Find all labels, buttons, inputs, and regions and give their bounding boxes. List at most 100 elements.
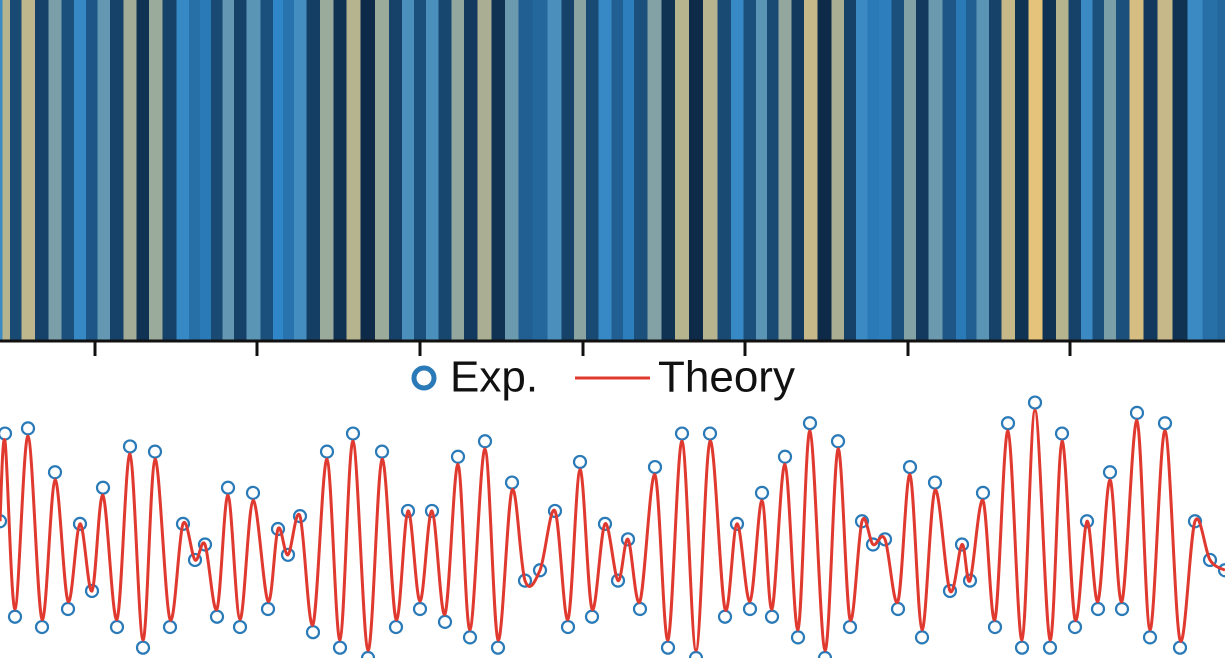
exp-point [332, 640, 348, 655]
exp-point [260, 601, 276, 617]
heatmap [0, 0, 1225, 340]
exp-point [1054, 426, 1070, 441]
heatmap-stripe [574, 0, 587, 340]
heatmap-stripe [260, 0, 274, 340]
exp-point [777, 449, 793, 464]
heatmap-stripe [928, 0, 943, 340]
heatmap-stripe [731, 0, 744, 340]
heatmap-stripe [634, 0, 648, 340]
heatmap-stripe [2, 0, 11, 340]
heatmap-stripe [162, 0, 177, 340]
heatmap-stripe [703, 0, 718, 340]
heatmap-stripe [756, 0, 768, 340]
exp-point [47, 465, 63, 480]
exp-point [1027, 395, 1043, 410]
heatmap-stripe [989, 0, 1002, 340]
heatmap-stripe [1092, 0, 1105, 340]
exp-point [702, 426, 718, 441]
exp-point [842, 619, 858, 635]
heatmap-stripe [505, 0, 519, 340]
heatmap-stripe [879, 0, 892, 340]
exp-point [360, 650, 376, 658]
exp-point [220, 480, 236, 495]
exp-point [802, 416, 818, 431]
exp-point [764, 609, 780, 624]
heatmap-stripe [956, 0, 967, 340]
heatmap-stripe [211, 0, 223, 340]
exp-point [830, 434, 846, 449]
heatmap-stripe [1116, 0, 1130, 340]
exp-point [1090, 601, 1106, 617]
exp-point [729, 516, 745, 531]
heatmap-stripe [966, 0, 977, 340]
exp-point [490, 640, 506, 655]
exp-point [632, 601, 648, 617]
exp-point [450, 449, 466, 464]
heatmap-stripe [767, 0, 779, 340]
exp-point [902, 459, 918, 475]
heatmap-stripe [561, 0, 575, 340]
heatmap-stripe [942, 0, 957, 340]
heatmap-stripe [611, 0, 624, 340]
exp-point [209, 609, 225, 624]
exp-point [0, 514, 8, 529]
exp-point [647, 459, 663, 475]
exp-point [1000, 416, 1016, 431]
heatmap-stripe [414, 0, 427, 340]
heatmap-stripe [176, 0, 190, 340]
exp-point [660, 640, 676, 655]
exp-point [1202, 552, 1218, 568]
exp-point [437, 614, 453, 629]
heatmap-stripe [547, 0, 562, 340]
heatmap-stripe [743, 0, 757, 340]
exp-point [790, 630, 806, 645]
exp-point [400, 503, 416, 519]
exp-point [1067, 619, 1083, 635]
exp-point [504, 475, 520, 490]
heatmap-stripe [283, 0, 295, 340]
heatmap-stripe [306, 0, 321, 340]
exp-point [1172, 640, 1188, 655]
heatmap-stripe [35, 0, 49, 340]
exp-point [754, 485, 770, 500]
heatmap-stripe [149, 0, 163, 340]
heatmap-stripe [623, 0, 635, 340]
heatmap-stripe [1068, 0, 1082, 340]
exp-point [1114, 601, 1130, 617]
heatmap-stripe [86, 0, 98, 340]
heatmap-stripe [234, 0, 247, 340]
heatmap-stripe [1129, 0, 1144, 340]
exp-point [162, 619, 178, 635]
heatmap-stripe [402, 0, 415, 340]
heatmap-stripe [1104, 0, 1117, 340]
theory-line [0, 408, 1225, 652]
exp-point [987, 619, 1003, 635]
heatmap-stripe [375, 0, 390, 340]
exp-point [572, 454, 588, 470]
exp-point [374, 444, 390, 459]
exp-point [975, 485, 991, 500]
heatmap-stripe [831, 0, 845, 340]
heatmap-stripe [21, 0, 36, 340]
legend: Exp. Theory [411, 353, 795, 402]
heatmap-stripe [1143, 0, 1158, 340]
exp-point [532, 563, 548, 578]
heatmap-stripe [333, 0, 347, 340]
exp-point [560, 619, 576, 635]
heatmap-stripe [246, 0, 261, 340]
exp-point [1217, 563, 1225, 578]
heatmap-stripe [817, 0, 832, 340]
exp-point [232, 619, 248, 635]
exp-point [717, 609, 733, 624]
heatmap-stripe [48, 0, 62, 340]
exp-point [0, 426, 13, 441]
heatmap-stripe [61, 0, 75, 340]
heatmap-stripe [844, 0, 857, 340]
heatmap-stripe [222, 0, 235, 340]
exp-point [95, 480, 111, 495]
heatmap-stripe [10, 0, 22, 340]
heatmap-stripe [189, 0, 201, 340]
heatmap-stripe [451, 0, 465, 340]
heatmap-stripe [689, 0, 704, 340]
